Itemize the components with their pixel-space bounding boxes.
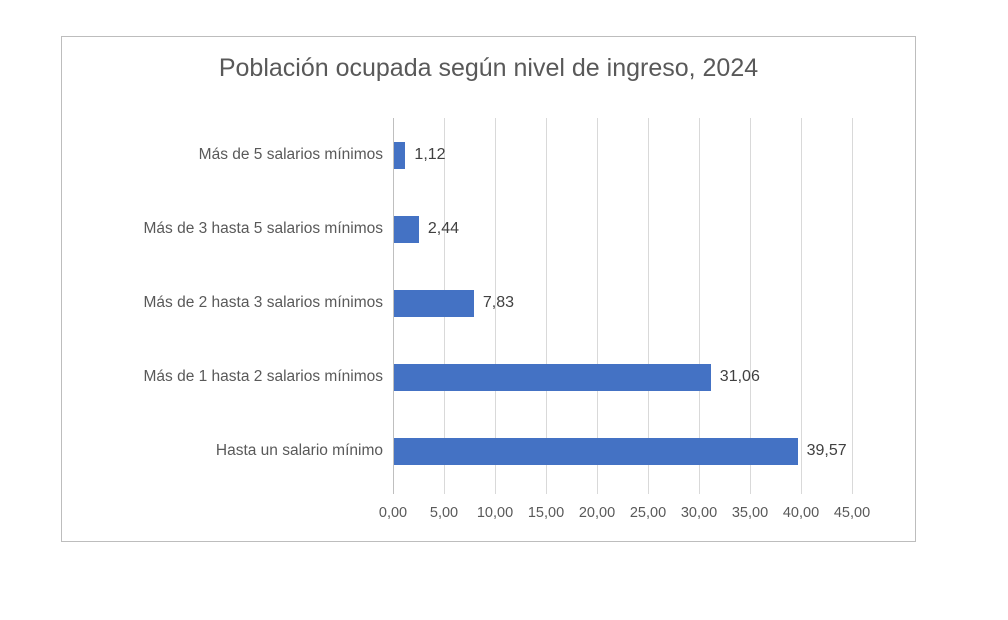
bar — [394, 363, 711, 391]
x-axis-tick-label: 30,00 — [680, 505, 718, 521]
axis-tick-mark — [546, 488, 547, 494]
x-axis-tick-label: 0,00 — [378, 505, 408, 521]
chart-container: Población ocupada según nivel de ingreso… — [61, 36, 916, 542]
bar-value-label: 7,83 — [482, 294, 514, 311]
bar — [394, 215, 419, 243]
axis-tick-mark — [750, 488, 751, 494]
axis-tick-mark — [648, 488, 649, 494]
x-axis-tick-label: 45,00 — [833, 505, 871, 521]
bar — [394, 437, 798, 465]
category-label: Hasta un salario mínimo — [215, 442, 383, 459]
x-axis-tick-label: 40,00 — [782, 505, 820, 521]
bar-value-label: 31,06 — [719, 368, 760, 385]
gridline — [597, 118, 598, 488]
gridline — [546, 118, 547, 488]
bar-value-label: 1,12 — [414, 146, 446, 163]
bar-value-label: 39,57 — [806, 442, 847, 459]
x-axis-tick-label: 20,00 — [578, 505, 616, 521]
axis-tick-mark — [597, 488, 598, 494]
gridline — [852, 118, 853, 488]
bar — [394, 141, 406, 169]
axis-tick-mark — [444, 488, 445, 494]
gridline — [699, 118, 700, 488]
axis-tick-mark — [495, 488, 496, 494]
bar-value-label: 2,44 — [427, 220, 460, 237]
x-axis-tick-label: 15,00 — [527, 505, 565, 521]
category-label: Más de 1 hasta 2 salarios mínimos — [143, 368, 384, 385]
x-axis-tick-label: 5,00 — [429, 505, 459, 521]
gridline — [801, 118, 802, 488]
x-axis-tick-label: 25,00 — [629, 505, 667, 521]
gridline — [495, 118, 496, 488]
category-label: Más de 3 hasta 5 salarios mínimos — [143, 220, 384, 237]
chart-title: Población ocupada según nivel de ingreso… — [218, 54, 759, 82]
gridline — [648, 118, 649, 488]
category-label: Más de 2 hasta 3 salarios mínimos — [143, 294, 384, 311]
x-axis-tick-label: 35,00 — [731, 505, 769, 521]
axis-tick-mark — [801, 488, 802, 494]
axis-tick-mark — [852, 488, 853, 494]
plot-area: 0,00 5,00 10,00 15,00 20,00 25,00 30,00 35,00 40… — [62, 37, 915, 541]
gridline — [750, 118, 751, 488]
category-axis-line — [393, 118, 394, 494]
x-axis-tick-label: 10,00 — [476, 505, 514, 521]
axis-tick-mark — [699, 488, 700, 494]
bar — [394, 289, 474, 317]
category-label: Más de 5 salarios mínimos — [198, 146, 383, 163]
